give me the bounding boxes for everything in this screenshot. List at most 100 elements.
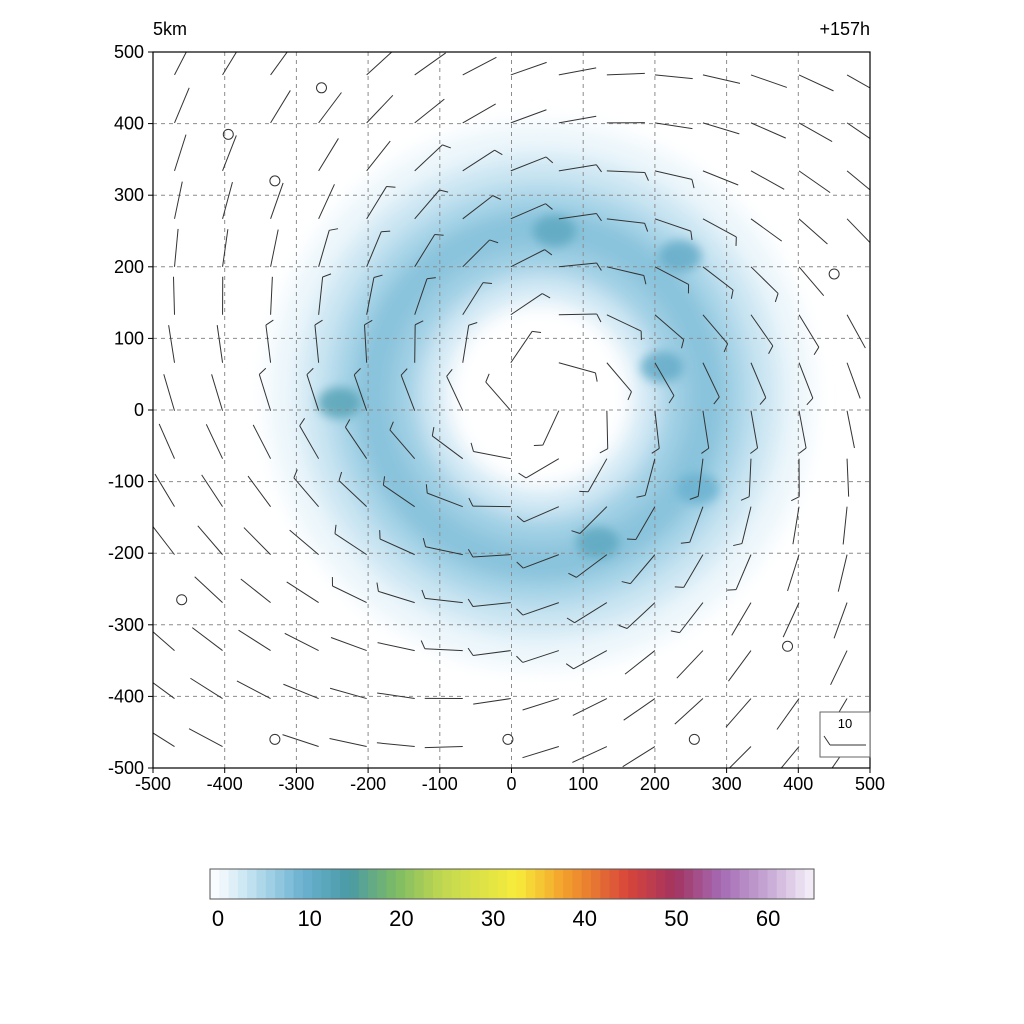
wind-barb bbox=[153, 732, 175, 747]
ring-bands bbox=[267, 123, 813, 669]
colorbar-band bbox=[284, 869, 295, 899]
wind-barb bbox=[510, 109, 547, 124]
colorbar-band bbox=[572, 869, 583, 899]
wind-barb-feather bbox=[425, 484, 428, 494]
wind-barb bbox=[376, 582, 415, 604]
shaded-field bbox=[267, 123, 813, 669]
wind-barb bbox=[363, 319, 373, 363]
y-tick-label: -200 bbox=[108, 543, 144, 563]
wind-barb bbox=[623, 698, 656, 721]
wind-barb-staff bbox=[776, 698, 800, 730]
wind-barb bbox=[510, 61, 547, 76]
wind-barb bbox=[606, 170, 649, 181]
wind-barb-feather bbox=[643, 275, 647, 285]
wind-barb bbox=[318, 228, 339, 267]
wind-barb-feather bbox=[798, 447, 807, 454]
wind-barb-staff bbox=[798, 410, 807, 449]
wind-barb bbox=[318, 138, 339, 172]
wind-barb-staff bbox=[222, 182, 233, 219]
wind-barb-staff bbox=[424, 746, 463, 749]
wind-barb bbox=[270, 276, 273, 315]
wind-barb bbox=[702, 266, 734, 299]
wind-barb-staff bbox=[626, 602, 656, 629]
wind-barb-staff bbox=[414, 144, 443, 172]
wind-barb-feather bbox=[626, 538, 636, 541]
colorbar-band bbox=[340, 869, 350, 899]
wind-barb-staff bbox=[606, 170, 645, 173]
wind-barb bbox=[798, 74, 834, 92]
calm-wind-marker bbox=[688, 733, 700, 745]
wind-barb-staff bbox=[379, 538, 415, 556]
wind-barb bbox=[314, 319, 323, 363]
wind-barb-feather bbox=[599, 448, 608, 454]
wind-barb bbox=[750, 74, 788, 88]
wind-barb-staff bbox=[702, 362, 720, 398]
wind-barb-staff bbox=[191, 627, 223, 651]
wind-barb bbox=[420, 640, 463, 652]
wind-barb-staff bbox=[432, 435, 464, 460]
wind-barb bbox=[190, 677, 223, 699]
wind-barb-staff bbox=[572, 698, 608, 716]
wind-barb bbox=[830, 650, 848, 686]
wind-barb-staff bbox=[462, 56, 497, 76]
x-tick-label: 200 bbox=[640, 774, 670, 794]
wind-barb bbox=[680, 506, 704, 544]
wind-barb bbox=[846, 314, 866, 349]
wind-barb-staff bbox=[674, 698, 704, 725]
wind-barb-feather bbox=[806, 397, 814, 406]
wind-barb bbox=[425, 484, 463, 508]
wind-barb-feather bbox=[518, 472, 527, 479]
wind-barb-staff bbox=[523, 554, 559, 569]
wind-barb bbox=[571, 506, 608, 535]
wind-barb-feather bbox=[322, 273, 332, 278]
wind-barb-staff bbox=[654, 410, 660, 449]
colorbar-band bbox=[358, 869, 369, 899]
wind-barb-staff bbox=[846, 362, 861, 399]
wind-barb-staff bbox=[558, 115, 597, 124]
wind-barb bbox=[670, 602, 704, 634]
colorbar-band bbox=[665, 869, 676, 899]
wind-barb-staff bbox=[238, 629, 271, 651]
wind-barb bbox=[750, 218, 783, 242]
wind-barb bbox=[283, 683, 319, 700]
wind-barb-staff bbox=[332, 585, 367, 604]
wind-barb-staff bbox=[579, 506, 608, 534]
wind-barb bbox=[338, 471, 368, 508]
wind-barb-feather bbox=[489, 239, 499, 244]
wind-barb bbox=[842, 506, 848, 545]
wind-barb bbox=[606, 218, 649, 232]
colorbar-tick-label: 10 bbox=[297, 906, 321, 931]
y-tick-label: -500 bbox=[108, 758, 144, 778]
wind-barb-staff bbox=[201, 474, 223, 507]
wind-barb bbox=[286, 581, 319, 604]
colorbar-band bbox=[414, 869, 425, 899]
wind-barb-staff bbox=[798, 362, 814, 399]
x-tick-label: -400 bbox=[207, 774, 243, 794]
wind-barb-staff bbox=[425, 546, 463, 556]
wind-barb-staff bbox=[473, 450, 511, 460]
wind-barb-staff bbox=[654, 170, 693, 180]
wind-barb bbox=[798, 362, 814, 406]
wind-barb-feather bbox=[373, 274, 383, 278]
wind-barb-feather bbox=[421, 589, 426, 599]
wind-barb-feather bbox=[651, 448, 660, 454]
wind-barb bbox=[247, 475, 271, 507]
wind-barb bbox=[798, 266, 825, 297]
wind-barb bbox=[676, 650, 704, 679]
wind-barb-staff bbox=[702, 218, 737, 238]
wind-barb-staff bbox=[427, 492, 463, 508]
wind-barb-staff bbox=[222, 52, 238, 76]
wind-barb-staff bbox=[473, 650, 511, 657]
wind-barb-staff bbox=[702, 122, 740, 135]
wind-barb bbox=[558, 164, 602, 173]
x-tick-label: 300 bbox=[712, 774, 742, 794]
wind-barb-staff bbox=[842, 506, 848, 545]
wind-barb bbox=[252, 424, 272, 459]
x-tick-label: 0 bbox=[506, 774, 516, 794]
wind-barb bbox=[798, 410, 807, 454]
wind-barb-feather bbox=[467, 647, 474, 656]
x-tick-label: -100 bbox=[422, 774, 458, 794]
colorbar-band bbox=[693, 869, 703, 899]
wind-barb-staff bbox=[846, 458, 850, 497]
wind-barb-feather bbox=[485, 373, 490, 383]
